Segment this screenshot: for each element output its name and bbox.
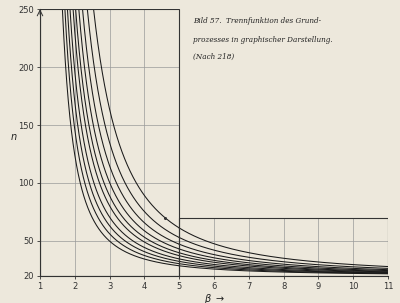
Y-axis label: n: n xyxy=(11,132,17,142)
Text: (Nach 218): (Nach 218) xyxy=(193,53,234,61)
Text: Bild 57.  Trennfunktion des Grund-: Bild 57. Trennfunktion des Grund- xyxy=(193,17,321,25)
Bar xyxy=(179,218,388,276)
Text: prozesses in graphischer Darstellung.: prozesses in graphischer Darstellung. xyxy=(193,35,333,44)
Bar xyxy=(40,9,179,276)
X-axis label: $\beta$ $\rightarrow$: $\beta$ $\rightarrow$ xyxy=(204,292,224,303)
Bar xyxy=(179,9,388,218)
